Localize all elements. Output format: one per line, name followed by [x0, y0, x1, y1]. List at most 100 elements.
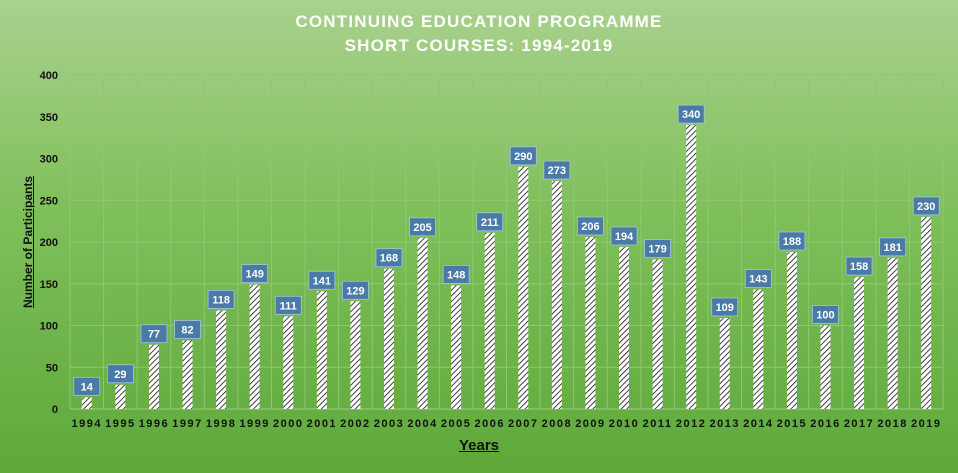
data-label: 118: [207, 290, 235, 309]
bar: [854, 277, 865, 409]
x-tick-label: 2012: [676, 418, 706, 430]
bar: [753, 289, 764, 409]
bar: [719, 317, 730, 409]
x-tick-label: 2000: [273, 418, 303, 430]
data-label-box: [274, 295, 302, 315]
x-tick-label: 2007: [508, 418, 538, 430]
data-label: 273: [543, 160, 571, 180]
x-tick-label: 2003: [374, 418, 404, 430]
data-label-text: 168: [380, 253, 398, 265]
x-tick-label: 1999: [239, 418, 269, 430]
data-label: 206: [577, 216, 604, 236]
data-label-box: [778, 231, 806, 251]
bar: [417, 237, 428, 409]
data-label: 111: [274, 295, 302, 315]
data-label-text: 230: [917, 201, 935, 213]
y-tick-label: 250: [40, 195, 58, 207]
data-label-text: 118: [212, 294, 230, 306]
data-label: 82: [174, 320, 201, 339]
data-label: 77: [140, 324, 168, 344]
data-label-box: [375, 248, 403, 268]
bar: [249, 284, 260, 409]
y-tick-label: 200: [40, 237, 58, 249]
data-label-box: [241, 264, 269, 283]
data-label: 143: [744, 269, 772, 288]
y-tick-label: 100: [40, 321, 58, 333]
x-tick-label: 2008: [542, 418, 572, 430]
data-label-text: 149: [245, 269, 263, 281]
data-label-box: [879, 237, 907, 257]
bar: [820, 325, 831, 409]
data-label: 14: [73, 376, 101, 396]
data-labels: 14 29 77 82 118 149 111 141 129 168 205 148 211 290 27…: [73, 104, 940, 396]
data-label-text: 158: [850, 261, 868, 273]
chart-title-block: CONTINUING EDUCATION PROGRAMME SHORT COU…: [0, 10, 958, 58]
bar: [383, 268, 394, 409]
bar: [182, 340, 193, 409]
x-axis: 1994 1995 1996 1997 1998 1999 2000 2001 2002 2003…: [72, 418, 941, 430]
data-label: 129: [342, 280, 369, 300]
bar: [921, 216, 932, 409]
bar: [518, 166, 529, 409]
x-tick-label: 2002: [340, 418, 370, 430]
chart-title: CONTINUING EDUCATION PROGRAMME: [295, 12, 663, 31]
x-tick-label: 2014: [743, 418, 773, 430]
data-label: 205: [409, 217, 436, 237]
x-tick-label: 2016: [810, 418, 840, 430]
data-label: 149: [241, 264, 269, 283]
data-label: 290: [509, 146, 537, 166]
data-label-box: [912, 196, 940, 216]
x-tick-label: 2010: [609, 418, 639, 430]
x-tick-label: 2019: [911, 418, 941, 430]
data-label-text: 14: [81, 381, 94, 393]
data-label-text: 148: [447, 269, 465, 281]
data-label-box: [476, 212, 504, 232]
data-label-box: [812, 305, 839, 324]
x-tick-label: 2015: [777, 418, 807, 430]
chart-subtitle: SHORT COURSES: 1994-2019: [344, 36, 614, 55]
x-tick-label: 1995: [105, 418, 135, 430]
bar: [350, 301, 361, 409]
data-label-text: 129: [346, 285, 364, 297]
x-tick-label: 2004: [407, 418, 437, 430]
data-label: 29: [106, 364, 134, 384]
x-tick-label: 2013: [710, 418, 740, 430]
bar: [81, 397, 92, 409]
y-tick-label: 50: [46, 362, 58, 374]
bar: [115, 384, 126, 409]
data-label-box: [677, 104, 705, 124]
data-label: 340: [677, 104, 705, 124]
data-label: 179: [644, 239, 671, 258]
data-label: 211: [476, 212, 504, 232]
data-label-text: 141: [313, 275, 331, 287]
data-label-text: 179: [648, 244, 666, 256]
data-label-box: [543, 160, 571, 180]
x-tick-label: 2011: [643, 418, 673, 430]
data-label-box: [577, 216, 604, 236]
data-label-box: [106, 364, 134, 384]
data-label-text: 340: [682, 109, 700, 121]
data-label-text: 188: [783, 236, 801, 248]
data-label-box: [711, 297, 739, 317]
bars: [81, 125, 932, 409]
data-label-box: [207, 290, 235, 309]
data-label: 148: [442, 265, 470, 284]
data-label-box: [845, 256, 873, 276]
data-label: 188: [778, 231, 806, 251]
data-label-box: [409, 217, 436, 237]
x-tick-label: 2005: [441, 418, 471, 430]
data-label: 109: [711, 297, 739, 317]
y-tick-label: 400: [40, 70, 58, 82]
bar: [316, 291, 327, 409]
data-label-text: 273: [548, 165, 566, 177]
bar: [283, 316, 294, 409]
data-label-text: 29: [114, 369, 126, 381]
data-label: 168: [375, 248, 403, 268]
data-label-box: [73, 376, 101, 396]
data-label-text: 181: [883, 242, 901, 254]
data-label: 141: [308, 270, 336, 290]
y-tick-label: 300: [40, 154, 58, 166]
bar: [551, 181, 562, 409]
